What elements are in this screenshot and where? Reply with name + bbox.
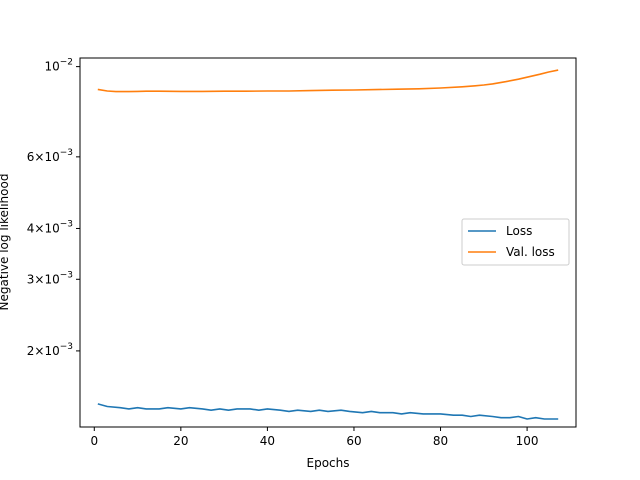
x-tick-label: 80 xyxy=(433,434,448,448)
y-tick-label-base: 4×10 xyxy=(27,221,60,235)
y-tick-label: 3×10−3 xyxy=(27,270,73,286)
x-tick-label: 0 xyxy=(90,434,98,448)
y-axis-label: Negative log likelihood xyxy=(0,174,11,311)
y-tick-label: 10−2 xyxy=(44,58,73,74)
y-tick-label-exponent: −2 xyxy=(60,58,73,68)
series-line-loss xyxy=(97,403,559,420)
y-tick-label-base: 6×10 xyxy=(27,150,60,164)
y-tick-label-base: 2×10 xyxy=(27,344,60,358)
y-tick-label: 2×10−3 xyxy=(27,342,73,358)
y-tick-label: 4×10−3 xyxy=(27,219,73,235)
y-tick-label-exponent: −3 xyxy=(60,148,73,158)
x-axis-ticks: 0 20 40 60 80 100 xyxy=(90,427,539,448)
x-tick-label: 60 xyxy=(346,434,361,448)
y-tick-label-base: 3×10 xyxy=(27,272,60,286)
series-layer xyxy=(97,69,559,420)
legend-entry-label: Val. loss xyxy=(506,245,555,259)
x-axis-label: Epochs xyxy=(307,456,350,470)
y-tick-label-exponent: −3 xyxy=(60,219,73,229)
y-tick-label-base: 10 xyxy=(44,60,59,74)
y-tick-label-exponent: −3 xyxy=(60,270,73,280)
x-tick-label: 40 xyxy=(260,434,275,448)
plot-frame xyxy=(79,57,577,428)
legend-entry-label: Loss xyxy=(506,224,532,238)
x-tick-label: 20 xyxy=(173,434,188,448)
series-line-val-loss xyxy=(97,69,559,93)
legend: Loss Val. loss xyxy=(461,218,570,266)
x-tick-label: 100 xyxy=(516,434,539,448)
y-tick-label: 6×10−3 xyxy=(27,148,73,164)
y-axis-ticks: 10−26×10−34×10−33×10−32×10−3 xyxy=(27,58,80,358)
y-tick-label-exponent: −3 xyxy=(60,342,73,352)
